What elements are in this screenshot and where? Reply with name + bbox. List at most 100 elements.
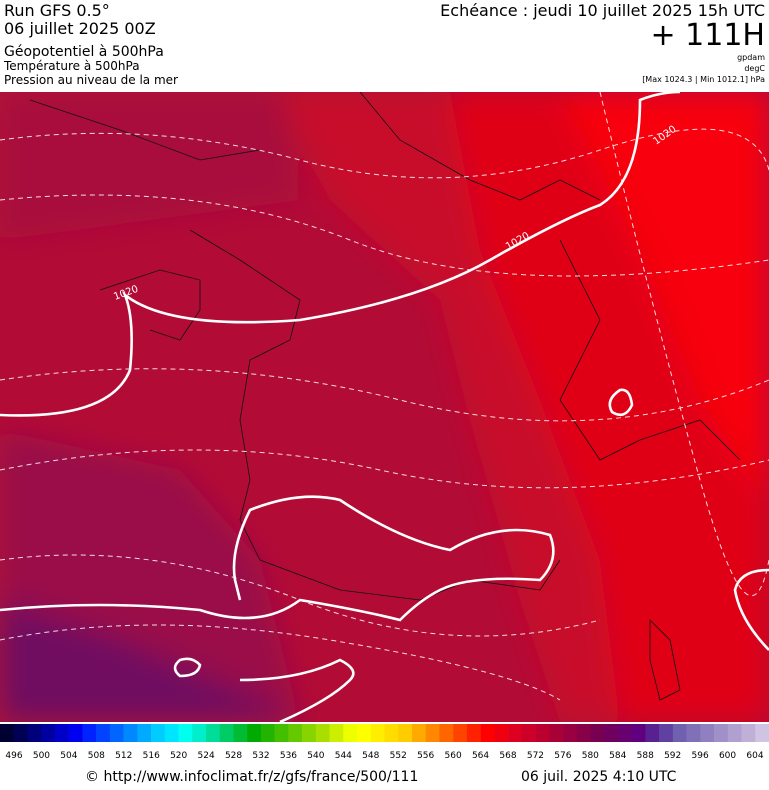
color-swatch <box>41 724 56 742</box>
color-swatch <box>727 724 742 742</box>
color-swatch <box>260 724 275 742</box>
scale-label: 544 <box>335 751 352 761</box>
echeance: Echéance : jeudi 10 juillet 2025 15h UTC <box>440 1 765 20</box>
scale-label: 572 <box>527 751 544 761</box>
color-swatch <box>672 724 687 742</box>
run-date: 06 juillet 2025 00Z <box>4 19 156 38</box>
color-swatch <box>247 724 262 742</box>
color-swatch <box>714 724 729 742</box>
scale-label: 564 <box>472 751 489 761</box>
color-swatch <box>494 724 509 742</box>
color-swatch <box>384 724 399 742</box>
color-swatch <box>0 724 15 742</box>
color-swatch <box>82 724 97 742</box>
color-swatch <box>164 724 179 742</box>
color-swatch <box>27 724 42 742</box>
color-swatch <box>343 724 358 742</box>
field: Température à 500hPa <box>3 59 140 73</box>
unit: degC <box>744 64 765 73</box>
field: Géopotentiel à 500hPa <box>4 44 164 60</box>
color-swatch <box>425 724 440 742</box>
scale-label: 604 <box>746 751 763 761</box>
color-swatch <box>398 724 413 742</box>
scale-label: 560 <box>445 751 462 761</box>
color-swatch <box>192 724 207 742</box>
color-swatch <box>645 724 660 742</box>
color-swatch <box>741 724 756 742</box>
unit: gpdam <box>737 53 765 62</box>
scale-label: 516 <box>143 751 160 761</box>
scale-label: 500 <box>33 751 50 761</box>
color-swatch <box>576 724 591 742</box>
scale-label: 600 <box>719 751 736 761</box>
color-swatch <box>521 724 536 742</box>
color-swatch <box>453 724 468 742</box>
url: © http://www.infoclimat.fr/z/gfs/france/… <box>85 769 418 785</box>
color-swatch <box>233 724 248 742</box>
color-scale: 496 500 504 508 512 516 520 524 528 532 536 540 544 5… <box>0 724 769 761</box>
color-swatch <box>631 724 646 742</box>
header: Run GFS 0.5° 06 juillet 2025 00Z Géopote… <box>3 1 765 87</box>
color-swatch <box>54 724 69 742</box>
scale-label: 508 <box>88 751 105 761</box>
field: Pression au niveau de la mer <box>4 73 178 87</box>
scale-label: 552 <box>390 751 407 761</box>
color-swatch <box>13 724 28 742</box>
color-swatch <box>563 724 578 742</box>
scale-label: 540 <box>307 751 324 761</box>
color-swatch <box>274 724 289 742</box>
color-swatch <box>315 724 330 742</box>
color-swatch <box>549 724 564 742</box>
isobars <box>0 92 769 722</box>
scale-label: 496 <box>5 751 22 761</box>
scale-label: 576 <box>554 751 571 761</box>
color-swatch <box>123 724 138 742</box>
color-swatch <box>178 724 193 742</box>
offset: + 111H <box>651 18 766 53</box>
color-swatch <box>590 724 605 742</box>
color-swatch <box>329 724 344 742</box>
scale-label: 548 <box>362 751 379 761</box>
color-swatch <box>357 724 372 742</box>
scale-label: 580 <box>582 751 599 761</box>
color-swatch <box>480 724 495 742</box>
color-swatch <box>686 724 701 742</box>
color-swatch <box>137 724 152 742</box>
color-swatch <box>96 724 111 742</box>
color-swatch <box>604 724 619 742</box>
scale-label: 524 <box>198 751 215 761</box>
scale-label: 584 <box>609 751 626 761</box>
color-swatch <box>508 724 523 742</box>
color-swatch <box>288 724 303 742</box>
color-swatch <box>370 724 385 742</box>
color-swatch <box>302 724 317 742</box>
scale-label: 556 <box>417 751 434 761</box>
scale-label: 532 <box>252 751 269 761</box>
scale-label: 536 <box>280 751 297 761</box>
date: 06 juil. 2025 4:10 UTC <box>521 769 677 785</box>
unit: [Max 1024.3 | Min 1012.1] hPa <box>642 75 765 84</box>
color-swatch <box>535 724 550 742</box>
scale-label: 588 <box>637 751 654 761</box>
color-swatch <box>755 724 769 742</box>
color-swatch <box>205 724 221 742</box>
scale-label: 592 <box>664 751 681 761</box>
scale-label: 568 <box>499 751 516 761</box>
color-swatch <box>617 724 632 742</box>
footer: © http://www.infoclimat.fr/z/gfs/france/… <box>85 769 677 785</box>
scale-label: 520 <box>170 751 187 761</box>
color-swatch <box>219 724 234 742</box>
scale-label: 596 <box>692 751 709 761</box>
color-swatch <box>68 724 83 742</box>
map: 1020 1020 1020 <box>0 92 769 722</box>
run: Run GFS 0.5° <box>4 1 110 20</box>
color-swatch <box>659 724 674 742</box>
scale-label: 528 <box>225 751 242 761</box>
color-swatch <box>109 724 124 742</box>
color-swatch <box>151 724 166 742</box>
color-swatch <box>411 724 426 742</box>
color-swatch <box>700 724 715 742</box>
color-swatch <box>466 724 481 742</box>
scale-label: 512 <box>115 751 132 761</box>
